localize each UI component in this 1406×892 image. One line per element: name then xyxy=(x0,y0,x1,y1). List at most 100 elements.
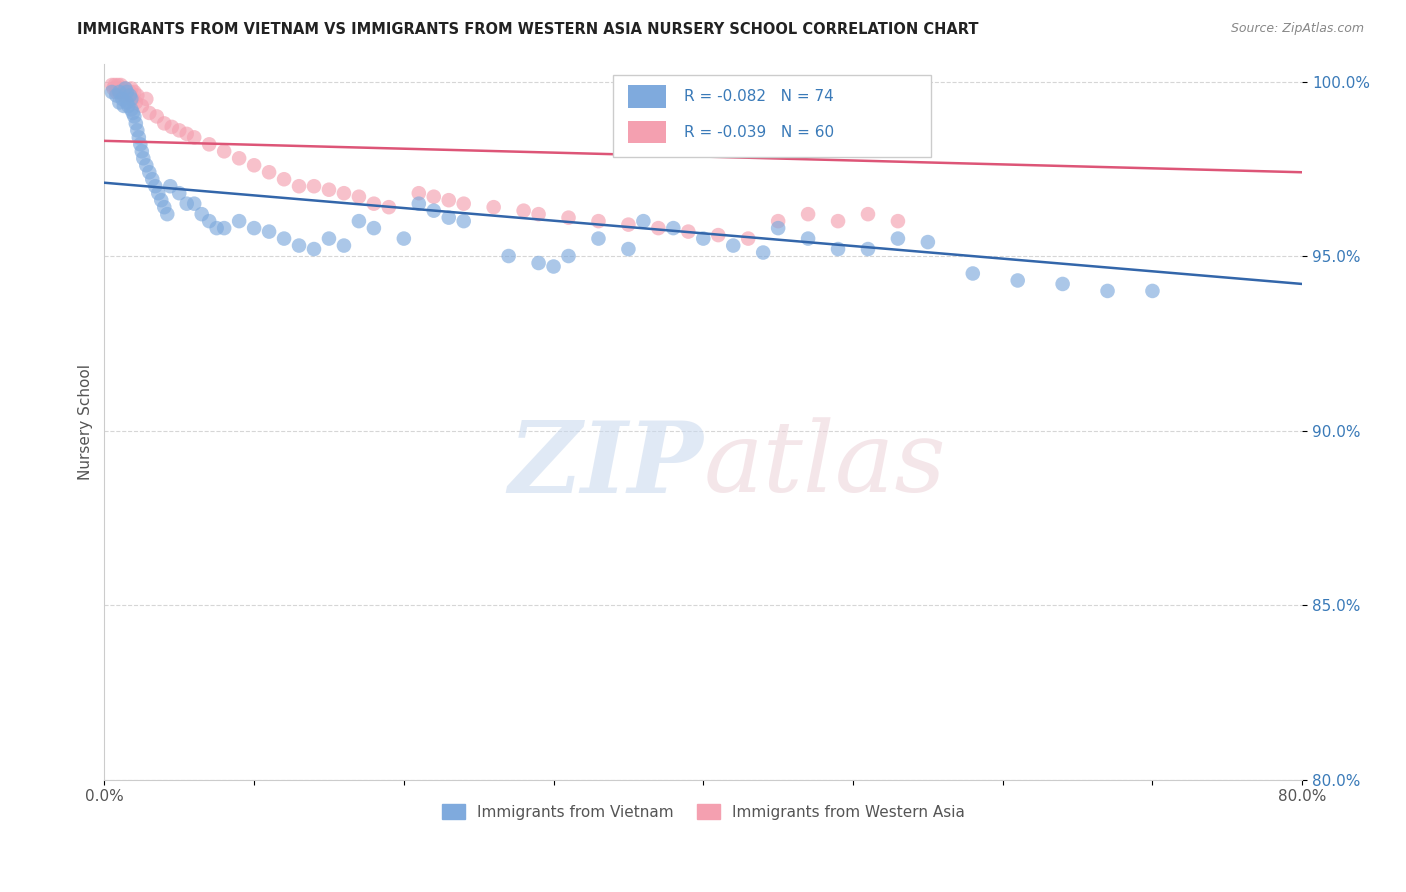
Point xyxy=(707,228,730,243)
Point xyxy=(128,130,150,145)
Point xyxy=(167,186,190,201)
Point xyxy=(121,92,143,106)
Point xyxy=(557,211,579,225)
Point xyxy=(138,165,160,179)
Point xyxy=(143,179,166,194)
Point xyxy=(257,165,280,179)
Point xyxy=(588,231,610,245)
Point xyxy=(917,235,939,249)
Point xyxy=(150,193,173,207)
Point xyxy=(766,214,789,228)
Point xyxy=(723,238,745,252)
Point xyxy=(333,238,356,252)
Point xyxy=(115,85,138,99)
Point xyxy=(378,200,401,214)
Point xyxy=(120,92,142,106)
Point xyxy=(108,85,131,99)
FancyBboxPatch shape xyxy=(613,75,931,157)
Point xyxy=(183,130,205,145)
Point xyxy=(766,221,789,235)
Point xyxy=(125,95,148,110)
Point xyxy=(228,151,250,165)
Point xyxy=(856,207,879,221)
Point xyxy=(112,88,135,103)
Point xyxy=(156,207,179,221)
Point xyxy=(243,158,266,172)
Text: atlas: atlas xyxy=(703,417,946,512)
Point xyxy=(543,260,565,274)
Point xyxy=(887,214,910,228)
Point xyxy=(117,88,139,103)
Point xyxy=(1097,284,1119,298)
Text: R = -0.039   N = 60: R = -0.039 N = 60 xyxy=(685,125,834,139)
Point xyxy=(662,221,685,235)
Point xyxy=(212,145,235,159)
Point xyxy=(160,120,183,134)
Point xyxy=(105,85,128,99)
Point xyxy=(1052,277,1074,291)
Point xyxy=(124,85,146,99)
Point xyxy=(408,196,430,211)
Point xyxy=(617,242,640,256)
Point xyxy=(482,200,505,214)
Point xyxy=(647,221,669,235)
Point xyxy=(115,85,138,99)
Point xyxy=(318,183,340,197)
Point xyxy=(752,245,775,260)
Point xyxy=(135,158,157,172)
Point xyxy=(257,225,280,239)
Point xyxy=(363,221,385,235)
Point xyxy=(167,123,190,137)
Point xyxy=(111,85,134,99)
Point xyxy=(129,137,152,152)
Legend: Immigrants from Vietnam, Immigrants from Western Asia: Immigrants from Vietnam, Immigrants from… xyxy=(436,797,970,826)
Point xyxy=(408,186,430,201)
Point xyxy=(617,218,640,232)
Point xyxy=(228,214,250,228)
Point xyxy=(198,137,221,152)
Point xyxy=(437,193,460,207)
Point xyxy=(108,85,131,99)
Point xyxy=(243,221,266,235)
Point xyxy=(138,106,160,120)
Point xyxy=(127,88,149,103)
Point xyxy=(363,196,385,211)
Point xyxy=(105,88,128,103)
Point xyxy=(512,203,534,218)
Point xyxy=(132,151,155,165)
Point xyxy=(678,225,700,239)
Point xyxy=(190,207,212,221)
Point xyxy=(101,85,124,99)
Point xyxy=(633,214,655,228)
Point xyxy=(453,214,475,228)
Point xyxy=(127,123,149,137)
Point xyxy=(159,179,181,194)
Point xyxy=(153,116,176,130)
FancyBboxPatch shape xyxy=(628,120,666,144)
Point xyxy=(131,99,153,113)
Point xyxy=(108,81,131,95)
Point xyxy=(333,186,356,201)
Point xyxy=(176,127,198,141)
Point xyxy=(117,99,139,113)
Point xyxy=(153,200,176,214)
Point xyxy=(962,267,984,281)
Point xyxy=(692,231,714,245)
Text: R = -0.082   N = 74: R = -0.082 N = 74 xyxy=(685,89,834,103)
Point xyxy=(288,238,311,252)
Point xyxy=(141,172,163,186)
Text: ZIP: ZIP xyxy=(509,417,703,513)
Point xyxy=(423,190,446,204)
Point xyxy=(797,207,820,221)
Point xyxy=(110,78,132,92)
Point xyxy=(112,99,135,113)
Point xyxy=(527,256,550,270)
Point xyxy=(212,221,235,235)
Point xyxy=(183,196,205,211)
Point xyxy=(115,95,138,110)
Point xyxy=(1142,284,1164,298)
Point xyxy=(148,186,170,201)
Point xyxy=(120,103,142,117)
Point xyxy=(288,179,311,194)
Point xyxy=(302,179,325,194)
